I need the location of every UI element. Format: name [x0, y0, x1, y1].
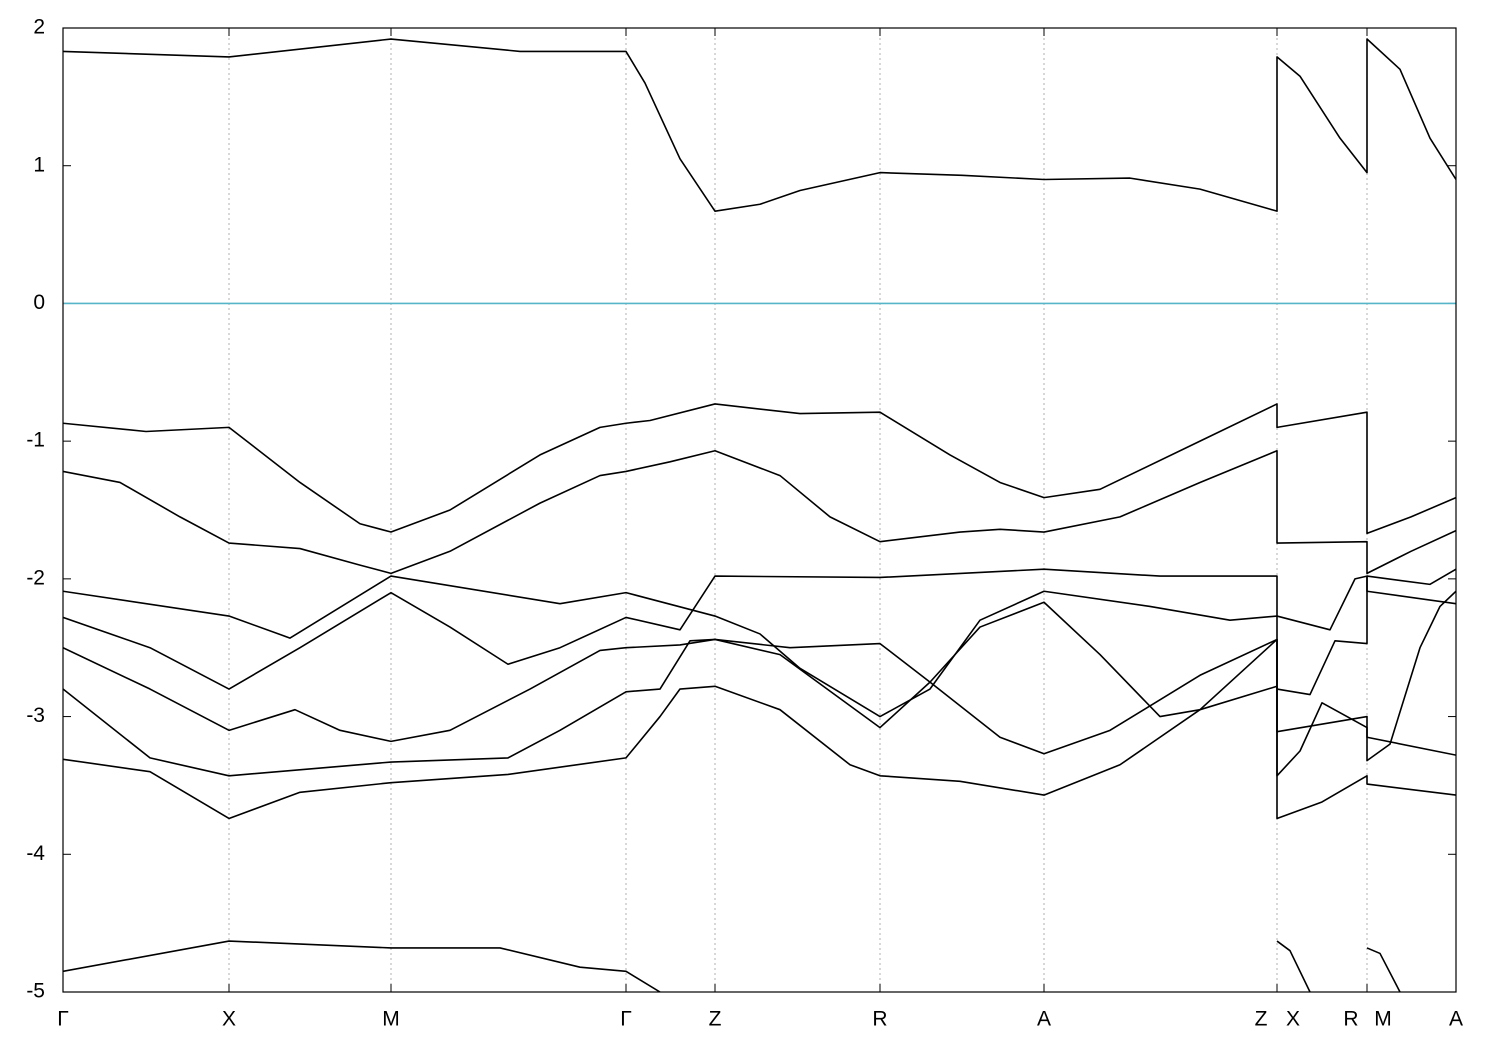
x-tick-label: M	[1374, 1008, 1392, 1031]
band-line	[63, 575, 1456, 718]
band-line	[63, 403, 1456, 535]
y-tick-label: 0	[33, 291, 45, 314]
x-tick-label: Z	[709, 1008, 722, 1031]
band-line	[63, 449, 1456, 575]
plot-area	[63, 38, 1456, 992]
plot-frame	[62, 27, 1457, 993]
y-tick-label: -5	[26, 980, 45, 1003]
x-tick-label: R	[1343, 1008, 1358, 1031]
band-line	[63, 685, 1456, 820]
x-tick-label: Γ	[620, 1008, 632, 1031]
y-tick-label: 2	[33, 16, 45, 39]
band-line	[63, 940, 1401, 992]
x-tick-label: R	[872, 1008, 887, 1031]
x-tick-label: A	[1037, 1008, 1051, 1031]
y-tick-label: 1	[33, 153, 45, 176]
band-line	[63, 38, 1456, 212]
x-tick-label: Z	[1255, 1008, 1268, 1031]
x-tick-label: A	[1449, 1008, 1463, 1031]
y-tick-label: -1	[26, 429, 45, 452]
y-tick-label: -2	[26, 566, 45, 589]
y-tick-label: -3	[26, 704, 45, 727]
band-line	[63, 601, 1456, 777]
x-tick-label: M	[382, 1008, 400, 1031]
x-tick-label: Γ	[57, 1008, 69, 1031]
band-line	[63, 568, 1456, 696]
x-tick-label: X	[222, 1008, 236, 1031]
x-tick-label: X	[1286, 1008, 1300, 1031]
y-tick-label: -4	[26, 842, 45, 865]
